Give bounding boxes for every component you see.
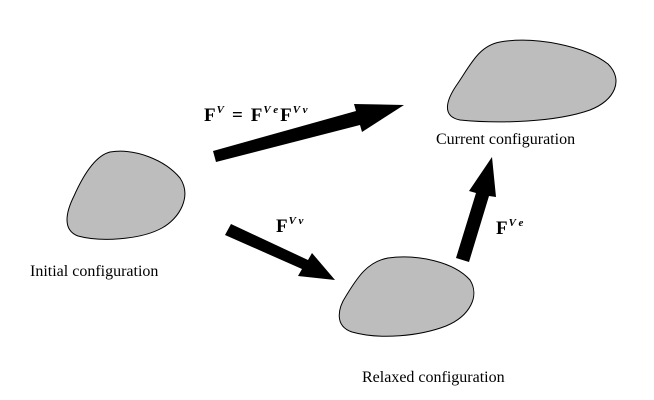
total-deformation-viscous-base: F bbox=[280, 105, 292, 126]
elastic-deformation-sup: V e bbox=[509, 217, 524, 229]
current-configuration-label: Current configuration bbox=[436, 131, 575, 148]
elastic-deformation-base: F bbox=[496, 218, 508, 239]
total-deformation-lhs-base: F bbox=[204, 105, 216, 126]
relaxed-configuration-body bbox=[338, 256, 475, 337]
elastic-deformation-label: FV e bbox=[496, 217, 523, 239]
initial-configuration-label: Initial configuration bbox=[30, 263, 158, 280]
total-deformation-elastic-sup: V e bbox=[263, 104, 278, 116]
elastic-deformation-arrow bbox=[456, 157, 496, 262]
total-deformation-elastic-base: F bbox=[251, 105, 263, 126]
viscous-deformation-label: FV v bbox=[276, 215, 303, 237]
viscous-deformation-arrow bbox=[225, 224, 335, 280]
initial-configuration-body bbox=[66, 150, 186, 240]
total-deformation-arrow bbox=[213, 104, 404, 162]
viscous-deformation-sup: V v bbox=[289, 215, 304, 227]
relaxed-configuration-label: Relaxed configuration bbox=[362, 369, 505, 386]
total-deformation-viscous-sup: V v bbox=[293, 104, 308, 116]
total-deformation-equals: = bbox=[232, 105, 243, 126]
total-deformation-lhs-sup: V bbox=[217, 104, 226, 116]
viscous-deformation-base: F bbox=[276, 216, 288, 237]
total-deformation-label: FV = FV e FV v bbox=[204, 104, 308, 126]
current-configuration-body bbox=[447, 39, 617, 123]
